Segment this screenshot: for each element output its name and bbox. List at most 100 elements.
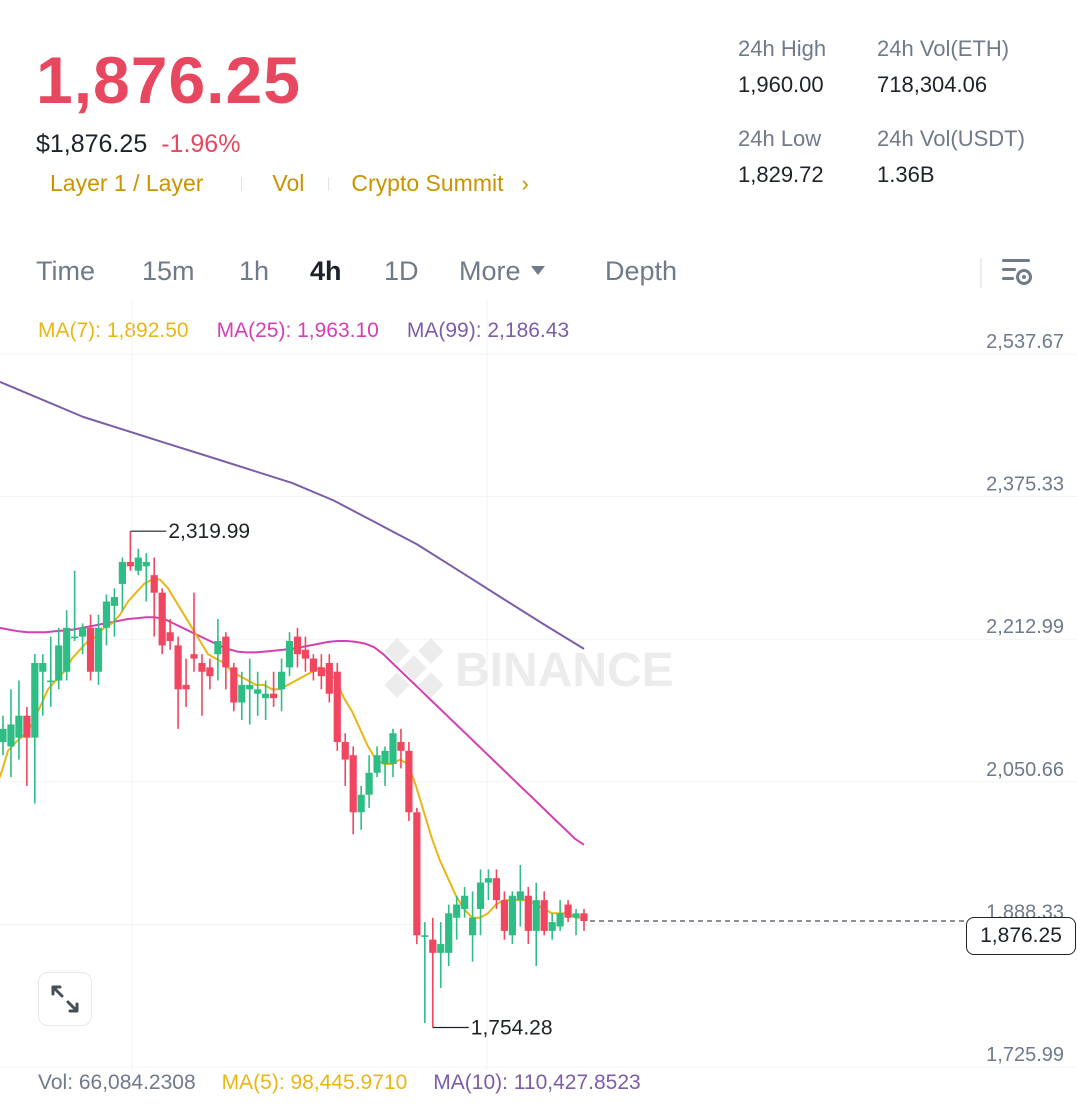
candle bbox=[270, 671, 278, 707]
candle bbox=[421, 922, 429, 1024]
candle bbox=[158, 588, 166, 655]
candle bbox=[341, 733, 349, 786]
candle bbox=[110, 588, 119, 637]
candle bbox=[118, 557, 126, 611]
candle-body bbox=[166, 632, 174, 642]
candle-body bbox=[572, 913, 580, 918]
stat-value: 1,960.00 bbox=[738, 72, 824, 97]
candle bbox=[492, 869, 501, 909]
candle bbox=[540, 891, 548, 936]
candle bbox=[564, 900, 572, 923]
candle bbox=[39, 654, 47, 716]
candle bbox=[516, 865, 524, 927]
candle bbox=[31, 654, 39, 804]
candle-body bbox=[301, 649, 310, 659]
candle-body bbox=[15, 715, 23, 738]
candle bbox=[198, 654, 206, 716]
tab-1d[interactable]: 1D bbox=[384, 256, 419, 286]
candle-body bbox=[381, 750, 389, 764]
candle bbox=[222, 632, 230, 690]
candle-body bbox=[349, 755, 357, 813]
candle-body bbox=[333, 671, 341, 743]
current-price-tag: 1,876.25 bbox=[966, 917, 1076, 955]
candle-body bbox=[285, 641, 294, 668]
tab-more[interactable]: More bbox=[459, 256, 545, 287]
candle-body bbox=[365, 772, 373, 795]
tag-crypto-summit[interactable]: Crypto Summit bbox=[351, 170, 504, 196]
tab-depth[interactable]: Depth bbox=[605, 256, 678, 286]
candle-body bbox=[198, 662, 206, 672]
candle-body bbox=[102, 601, 111, 628]
candle bbox=[206, 658, 214, 690]
candle bbox=[0, 715, 7, 756]
stat-label: 24h High bbox=[738, 36, 827, 61]
candle-body bbox=[254, 689, 262, 694]
candles bbox=[0, 531, 588, 1028]
stat-label: 24h Low bbox=[738, 126, 822, 151]
candle-body bbox=[373, 755, 381, 773]
expand-icon bbox=[51, 985, 79, 1013]
candlestick-chart[interactable]: BINANCE 2,537.67 2,375.33 2,212.99 2,050.66… bbox=[0, 300, 1077, 1070]
y-axis-labels: 2,537.672,375.332,212.992,050.661,888.33… bbox=[986, 331, 1064, 1066]
candle bbox=[333, 662, 341, 751]
tab-4h[interactable]: 4h bbox=[310, 256, 342, 286]
candle-body bbox=[118, 561, 126, 584]
candle-body bbox=[564, 904, 572, 918]
candle-body bbox=[508, 895, 516, 936]
stat-24h-vol-eth: 24h Vol(ETH) 718,304.06 bbox=[877, 36, 1009, 98]
tab-15m[interactable]: 15m bbox=[142, 256, 195, 286]
candle-body bbox=[429, 939, 437, 953]
candle bbox=[230, 662, 238, 712]
candle-body bbox=[476, 882, 485, 909]
candle bbox=[325, 654, 333, 703]
candle-body bbox=[270, 693, 278, 699]
tab-time[interactable]: Time bbox=[36, 256, 95, 286]
candle bbox=[556, 900, 564, 931]
candle-body bbox=[150, 575, 158, 593]
candle bbox=[182, 658, 190, 707]
tab-more-label: More bbox=[459, 256, 521, 286]
candle-body bbox=[389, 733, 397, 764]
candle bbox=[23, 706, 31, 786]
tab-1h[interactable]: 1h bbox=[239, 256, 270, 286]
price-change-percent: -1.96% bbox=[161, 130, 241, 158]
candle bbox=[524, 886, 532, 945]
volume-ma5: MA(5): 98,445.9710 bbox=[221, 1071, 408, 1094]
candle bbox=[15, 680, 23, 760]
y-tick-label: 2,212.99 bbox=[986, 616, 1064, 638]
chart-settings-icon[interactable] bbox=[1000, 254, 1034, 290]
tab-divider bbox=[980, 258, 982, 288]
expand-button[interactable] bbox=[38, 972, 92, 1026]
candle bbox=[238, 671, 246, 721]
candle-body bbox=[246, 684, 254, 690]
caret-down-icon bbox=[530, 266, 545, 276]
candle-body bbox=[47, 680, 55, 683]
tag-vol[interactable]: Vol bbox=[272, 170, 305, 196]
candle bbox=[468, 891, 477, 962]
candle bbox=[277, 658, 286, 712]
candle bbox=[572, 908, 580, 936]
interval-tabs: Time 15m 1h 4h 1D More Depth bbox=[0, 252, 1077, 298]
candle-body bbox=[158, 592, 166, 646]
candle bbox=[55, 627, 63, 690]
candle bbox=[317, 654, 325, 690]
y-tick-label: 2,375.33 bbox=[986, 474, 1064, 496]
ma-legend: MA(7): 1,892.50 MA(25): 1,963.10 MA(99):… bbox=[38, 319, 569, 343]
candle bbox=[150, 557, 158, 637]
candle-body bbox=[55, 645, 63, 681]
stat-value: 1.36B bbox=[877, 162, 935, 187]
candle-body bbox=[230, 667, 238, 703]
stat-24h-vol-usdt: 24h Vol(USDT) 1.36B bbox=[877, 126, 1025, 188]
candle-body bbox=[222, 636, 230, 668]
candle-body bbox=[325, 662, 333, 694]
tag-layer1[interactable]: Layer 1 / Layer bbox=[50, 170, 204, 196]
candle-body bbox=[0, 728, 7, 743]
candle-body bbox=[238, 684, 246, 703]
chevron-right-icon[interactable]: › bbox=[521, 170, 529, 196]
candle bbox=[381, 746, 389, 786]
candle-body bbox=[468, 917, 477, 936]
binance-watermark: BINANCE bbox=[384, 638, 674, 698]
candle bbox=[174, 636, 182, 729]
candle bbox=[453, 895, 461, 940]
candle-body bbox=[262, 693, 270, 699]
